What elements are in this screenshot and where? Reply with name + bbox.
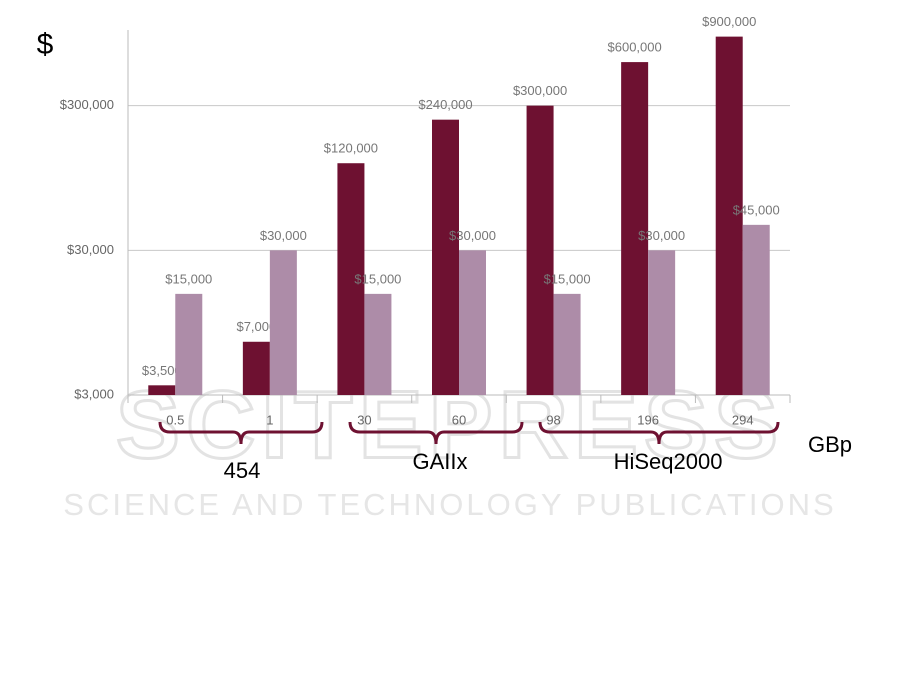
bar <box>742 224 770 395</box>
watermark-subtitle: SCIENCE AND TECHNOLOGY PUBLICATIONS <box>63 487 836 522</box>
x-tick-label: 98 <box>546 412 560 427</box>
bar <box>526 105 554 395</box>
y-tick-label: $3,000 <box>74 386 114 401</box>
value-label: $7,000 <box>236 319 276 334</box>
y-tick-label: $30,000 <box>67 242 114 257</box>
bar <box>242 341 270 395</box>
group-label: GAIIx <box>412 449 467 474</box>
bar <box>148 385 176 395</box>
group-label: 454 <box>224 458 261 483</box>
y-axis-label: $ <box>37 28 54 61</box>
x-tick-label: 30 <box>357 412 371 427</box>
x-tick-label: 0.5 <box>166 412 184 427</box>
bar <box>553 293 581 395</box>
y-tick-label: $300,000 <box>60 97 114 112</box>
bar <box>337 163 365 395</box>
value-label: $30,000 <box>449 228 496 243</box>
x-tick-label: 60 <box>452 412 466 427</box>
x-tick-label: 294 <box>732 412 754 427</box>
value-label: $30,000 <box>260 228 307 243</box>
value-label: $15,000 <box>544 271 591 286</box>
value-label: $30,000 <box>638 228 685 243</box>
bar <box>269 250 297 395</box>
x-tick-label: 1 <box>266 412 273 427</box>
value-label: $15,000 <box>165 271 212 286</box>
bar <box>715 36 743 396</box>
value-label: $900,000 <box>702 14 756 29</box>
bar <box>175 293 203 395</box>
value-label: $300,000 <box>513 83 567 98</box>
value-label: $600,000 <box>608 40 662 55</box>
value-label: $45,000 <box>733 202 780 217</box>
bar <box>432 119 459 396</box>
group-brace <box>538 421 780 445</box>
bar <box>648 250 676 395</box>
group-brace <box>158 421 324 445</box>
x-tick-label: 196 <box>637 412 659 427</box>
x-axis-label: GBp <box>808 432 852 457</box>
bar <box>459 250 486 395</box>
value-label: $120,000 <box>324 141 378 156</box>
bar <box>364 293 392 395</box>
value-label: $15,000 <box>354 271 401 286</box>
group-brace <box>348 421 524 445</box>
group-label: HiSeq2000 <box>614 449 723 474</box>
value-label: $3,500 <box>142 363 182 378</box>
value-label: $240,000 <box>418 97 472 112</box>
bar <box>621 62 649 395</box>
